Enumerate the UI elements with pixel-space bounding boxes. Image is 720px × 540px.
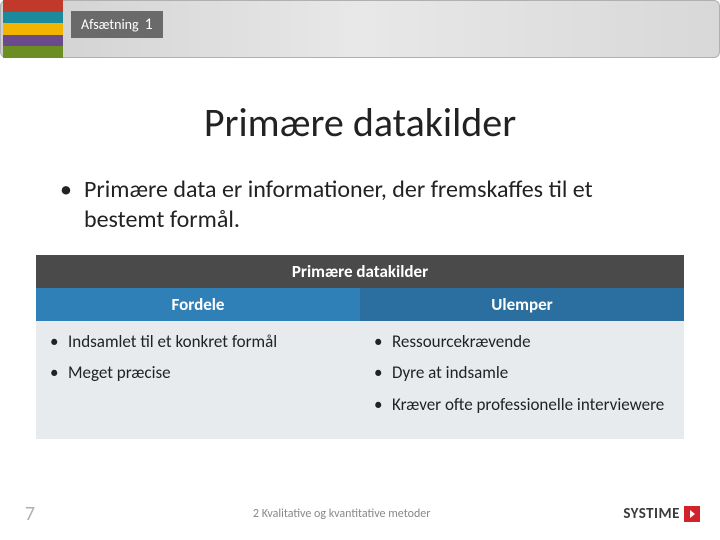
chapter-label: 2 Kvalitative og kvantitative metoder (60, 507, 623, 521)
list-item: Indsamlet til et konkret formål (50, 331, 346, 352)
header-color-bars (3, 0, 63, 58)
publisher-logo: SYSTIME (623, 505, 700, 523)
table-column-header: Ulemper (360, 288, 684, 321)
play-icon (684, 506, 700, 522)
header-label-number: 1 (145, 15, 153, 34)
table-headers: FordeleUlemper (36, 288, 684, 321)
logo-text: SYSTIME (623, 505, 680, 523)
slide-body-text: Primære data er informationer, der frems… (60, 175, 672, 235)
header-stripe (3, 12, 63, 24)
header-stripe (3, 46, 63, 58)
table-column-body: Ressourcekrævende Dyre at indsamle Kræver … (360, 321, 684, 439)
header-strip: Afsætning 1 (0, 0, 720, 58)
header-stripe (3, 0, 63, 12)
comparison-table: Primære datakilder FordeleUlemper Indsam… (36, 255, 684, 439)
header-label: Afsætning 1 (71, 11, 163, 38)
table-column-body: Indsamlet til et konkret formål Meget præ… (36, 321, 360, 439)
header-stripe (3, 23, 63, 35)
table-body: Indsamlet til et konkret formål Meget præ… (36, 321, 684, 439)
list-item: Ressourcekrævende (374, 331, 670, 352)
slide-footer: 7 2 Kvalitative og kvantitative metoder … (0, 502, 720, 526)
list-item: Kræver ofte professionelle interviewere (374, 394, 670, 415)
slide-title: Primære datakilder (0, 98, 720, 147)
header-stripe (3, 35, 63, 47)
header-label-text: Afsætning (81, 16, 139, 33)
page-number: 7 (0, 502, 60, 526)
table-column-header: Fordele (36, 288, 360, 321)
list-item: Dyre at indsamle (374, 362, 670, 383)
table-title: Primære datakilder (36, 255, 684, 288)
list-item: Meget præcise (50, 362, 346, 383)
